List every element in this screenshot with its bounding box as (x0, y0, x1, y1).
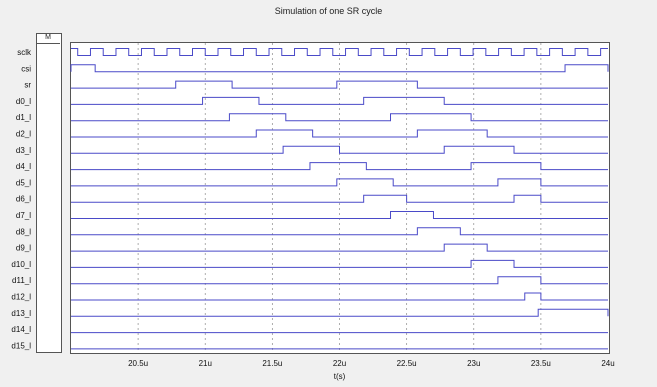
legend-panel (36, 33, 62, 353)
signal-wave (71, 48, 608, 56)
plot-title: Simulation of one SR cycle (274, 6, 383, 16)
x-tick-label: 21.5u (262, 359, 282, 368)
signal-label: d7_l (16, 211, 31, 220)
signal-wave (70, 64, 609, 73)
signal-label: d6_l (16, 195, 31, 204)
signal-label: csi (21, 64, 31, 73)
signal-wave (71, 259, 608, 268)
signal-wave (71, 211, 608, 219)
signal-wave (71, 308, 609, 317)
signal-wave (71, 80, 608, 89)
signal-label: d4_l (16, 162, 31, 171)
signal-label: sclk (17, 48, 32, 57)
signal-label: d12_l (11, 293, 31, 302)
signal-wave (71, 194, 608, 203)
signal-label: d2_l (16, 130, 31, 139)
signal-wave (71, 227, 608, 236)
x-tick-label: 24u (601, 359, 614, 368)
x-tick-label: 20.5u (128, 359, 148, 368)
x-tick-label: 21u (199, 359, 212, 368)
signal-wave (71, 96, 608, 105)
signal-wave (71, 276, 608, 285)
signal-label: d15_l (11, 341, 31, 350)
signal-wave (71, 145, 608, 154)
signal-label: d14_l (11, 325, 31, 334)
x-tick-label: 22.5u (397, 359, 417, 368)
signal-wave (71, 129, 608, 138)
signal-label: d11_l (12, 276, 31, 285)
signal-wave (71, 178, 608, 187)
plot-area (70, 42, 610, 354)
signal-label: d10_l (11, 260, 31, 269)
x-tick-label: 23u (467, 359, 480, 368)
signal-wave (71, 243, 608, 252)
signal-label: sr (24, 81, 31, 90)
signal-label: d5_l (16, 178, 31, 187)
x-tick-label: 22u (333, 359, 346, 368)
signal-wave (71, 162, 608, 171)
signal-label: d3_l (16, 146, 31, 155)
legend-tag: M (36, 33, 60, 44)
signal-label: d1_l (16, 113, 31, 122)
signal-label: d0_l (16, 97, 31, 106)
signal-label: d9_l (16, 244, 31, 253)
signal-label: d13_l (11, 309, 31, 318)
x-axis-label: t(s) (334, 372, 346, 381)
signal-label: d8_l (16, 227, 31, 236)
signal-wave (71, 113, 608, 122)
signal-wave (71, 292, 608, 301)
x-tick-label: 23.5u (531, 359, 551, 368)
